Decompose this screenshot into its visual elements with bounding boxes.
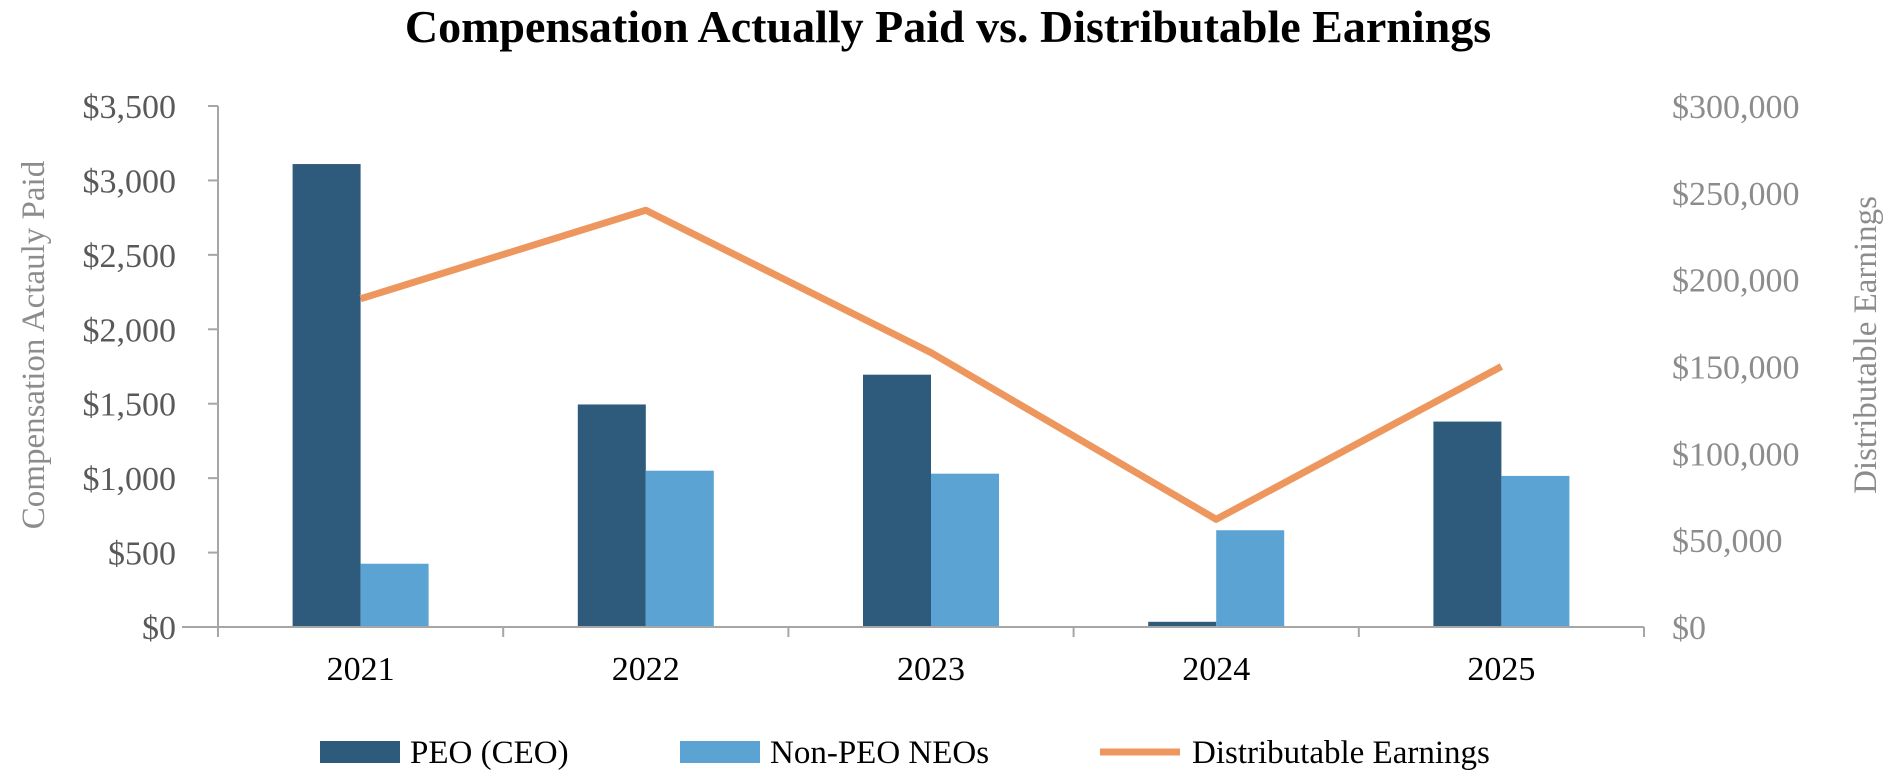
legend: PEO (CEO) Non-PEO NEOs Distributable Ear… <box>320 735 1490 771</box>
legend-label-distributable-earnings: Distributable Earnings <box>1192 735 1490 771</box>
right-axis-tick-label: $200,000 <box>1672 263 1800 300</box>
legend-label-non-peo: Non-PEO NEOs <box>770 735 989 771</box>
left-axis-tick-label: $1,500 <box>83 387 177 424</box>
bar-peo-2021 <box>292 164 361 627</box>
bar-peo-2022 <box>577 404 646 627</box>
right-axis-tick-label: $0 <box>1672 610 1706 647</box>
right-axis-tick-label: $250,000 <box>1672 176 1800 213</box>
x-axis-label-2024: 2024 <box>1182 651 1250 688</box>
bar-peo-2025 <box>1433 421 1502 627</box>
x-axis-tick-marks <box>217 627 1645 637</box>
left-axis-tick-label: $500 <box>108 536 176 573</box>
legend-swatch-non-peo <box>680 741 760 763</box>
bars <box>292 164 1570 627</box>
right-axis-tick-label: $100,000 <box>1672 436 1800 473</box>
right-axis-tick-label: $150,000 <box>1672 350 1800 387</box>
x-axis-label-2023: 2023 <box>897 651 965 688</box>
bar-non-peo-2024 <box>1216 530 1285 627</box>
right-axis-tick-label: $300,000 <box>1672 89 1800 126</box>
bar-peo-2024 <box>1148 621 1217 627</box>
x-axis-label-2025: 2025 <box>1467 651 1535 688</box>
bar-non-peo-2023 <box>931 473 999 627</box>
right-axis-ticks: $0 $50,000 $100,000 $150,000 $200,000 $250,00… <box>1672 89 1800 647</box>
y-axis-label-left: Compensation Actauly Paid <box>16 160 52 529</box>
legend-swatch-peo <box>320 741 400 763</box>
y-axis-label-right: Distributable Earnings <box>1848 196 1884 494</box>
distributable-earnings-line <box>359 206 1504 523</box>
bar-non-peo-2021 <box>360 563 429 627</box>
left-axis-tick-label: $2,000 <box>83 312 177 349</box>
x-axis-label-2022: 2022 <box>612 651 680 688</box>
left-axis-ticks: $0 $500 $1,000 $1,500 $2,000 $2,500 $3,000 $3,5… <box>83 89 218 647</box>
legend-label-peo: PEO (CEO) <box>410 735 569 771</box>
x-axis-labels: 2021 2022 2023 2024 2025 <box>327 651 1536 688</box>
right-axis-tick-label: $50,000 <box>1672 523 1783 560</box>
left-axis-tick-label: $3,000 <box>83 163 177 200</box>
bar-non-peo-2022 <box>645 470 714 627</box>
left-axis-tick-label: $3,500 <box>83 89 177 126</box>
left-axis-tick-label: $0 <box>142 610 176 647</box>
left-axis-tick-label: $2,500 <box>83 238 177 275</box>
bar-non-peo-2025 <box>1501 475 1570 627</box>
x-axis-label-2021: 2021 <box>327 651 395 688</box>
bar-peo-2023 <box>863 374 931 627</box>
chart-title: Compensation Actually Paid vs. Distribut… <box>405 1 1491 52</box>
left-axis-tick-label: $1,000 <box>83 461 177 498</box>
